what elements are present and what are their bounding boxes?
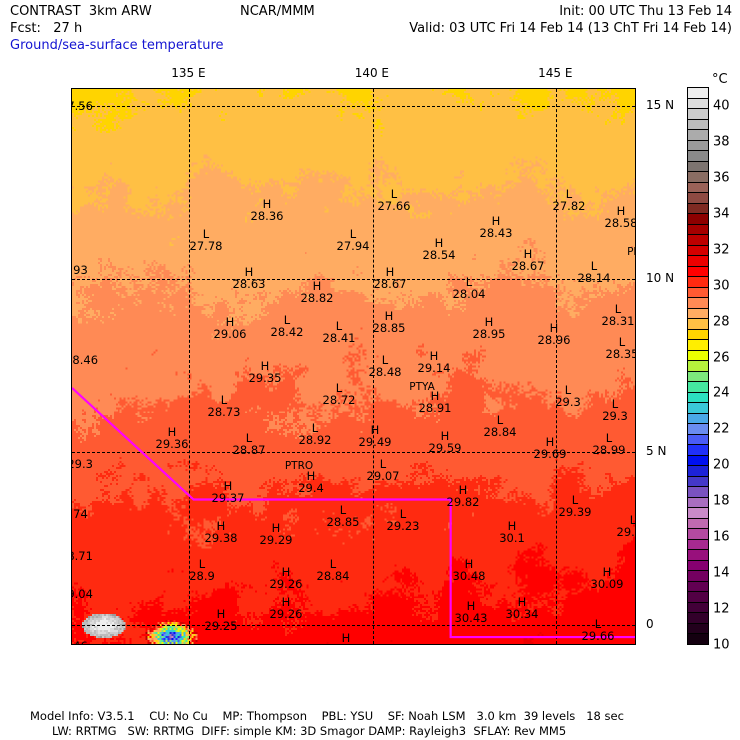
colorbar-tick: 26	[713, 350, 730, 366]
header-field-name: Ground/sea-surface temperature	[10, 38, 224, 53]
colorbar-tick: 16	[713, 529, 730, 545]
header-model-title: CONTRAST 3km ARW	[10, 4, 152, 19]
colorbar-tick: 30	[713, 278, 730, 294]
map-plot-area[interactable]: 7.56H28.36L27.66H28.43L27.82H28.58L27.98…	[71, 88, 636, 645]
lat-tick-label: 10 N	[646, 271, 675, 286]
lat-tick-label: 0	[646, 617, 654, 632]
sst-raster	[72, 89, 635, 644]
colorbar-tick: 34	[713, 206, 730, 222]
header-forecast-hour: Fcst: 27 h	[10, 21, 83, 36]
temperature-value: 29.57	[330, 644, 363, 645]
lon-tick-label: 145 E	[538, 66, 573, 80]
station-label: PTYA	[409, 381, 435, 393]
colorbar-tick: 20	[713, 457, 730, 473]
colorbar-tick: 10	[713, 637, 730, 653]
header-init-time: Init: 00 UTC Thu 13 Feb 14	[559, 4, 732, 19]
colorbar-tick: 28	[713, 314, 730, 330]
colorbar-cell	[687, 633, 709, 645]
colorbar-tick: 22	[713, 421, 730, 437]
lat-tick-label: 5 N	[646, 444, 667, 459]
footer-model-info-line1: Model Info: V3.5.1 CU: No Cu MP: Thompso…	[30, 709, 624, 723]
footer-model-info-line2: LW: RRTMG SW: RRTMG DIFF: simple KM: 3D …	[52, 724, 567, 738]
header-institution: NCAR/MMM	[240, 4, 315, 19]
colorbar-tick: 40	[713, 98, 730, 114]
sst-temperature-field	[72, 89, 635, 644]
header-valid-time: Valid: 03 UTC Fri 14 Feb 14 (13 ChT Fri …	[409, 21, 732, 36]
colorbar-tick: 32	[713, 242, 730, 258]
lon-tick-label: 135 E	[171, 66, 206, 80]
station-label: PBIGM	[627, 246, 635, 258]
temperature-colorbar[interactable]	[687, 87, 709, 645]
colorbar-tick: 18	[713, 493, 730, 509]
colorbar-tick: 36	[713, 170, 730, 186]
colorbar-tick: 24	[713, 385, 730, 401]
colorbar-tick: 12	[713, 601, 730, 617]
lat-tick-label: 15 N	[646, 98, 675, 113]
colorbar-tick: 14	[713, 565, 730, 581]
colorbar-tick: 38	[713, 134, 730, 150]
lon-tick-label: 140 E	[354, 66, 389, 80]
station-label: PTRO	[284, 460, 314, 472]
colorbar-unit-label: °C	[712, 72, 728, 87]
